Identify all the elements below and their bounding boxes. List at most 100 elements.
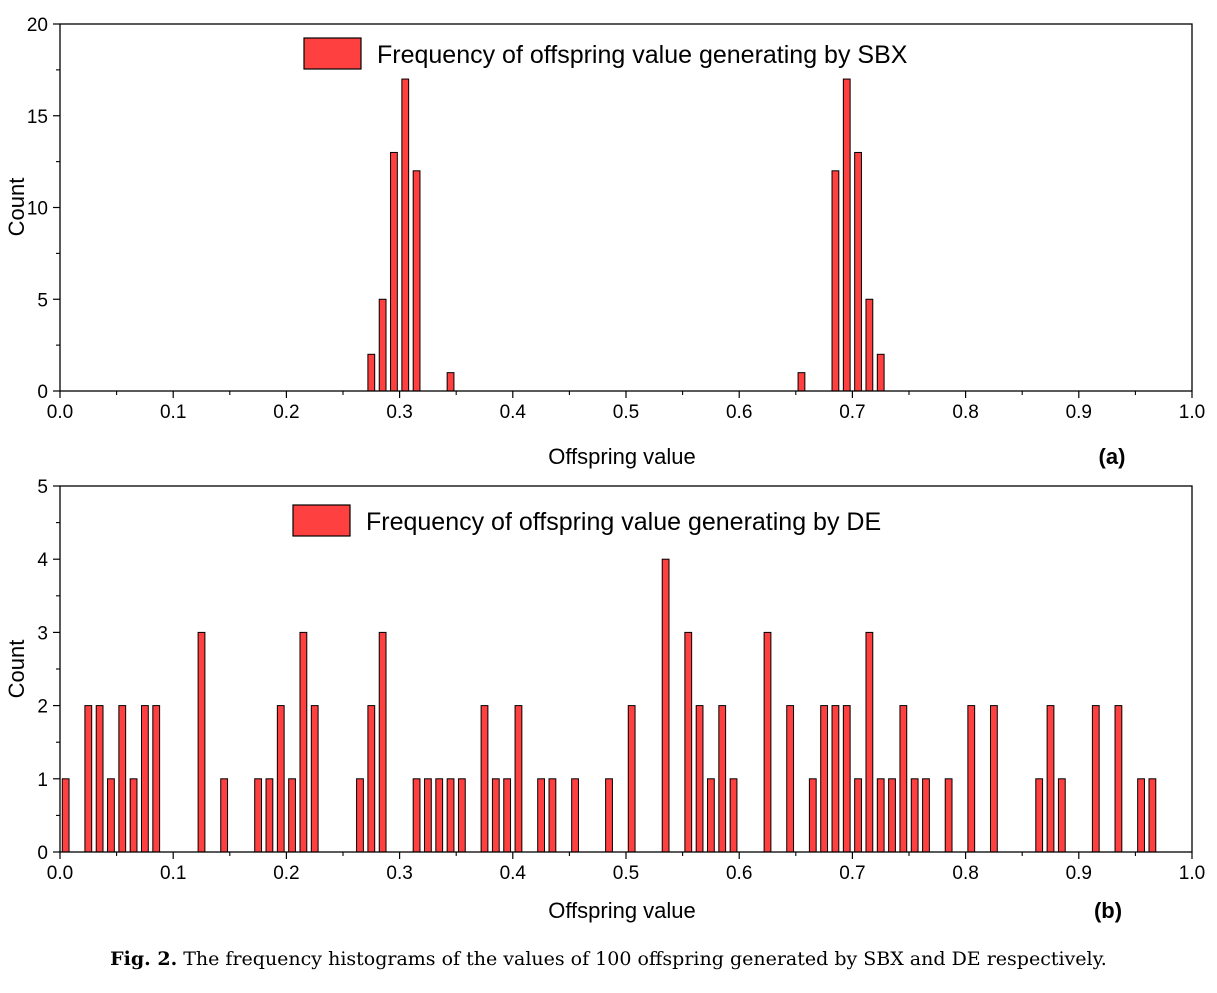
histogram-bar bbox=[842, 78, 851, 392]
y-tick-label: 0 bbox=[37, 382, 48, 403]
histogram-bar bbox=[412, 170, 421, 392]
x-tick-label: 0.6 bbox=[726, 863, 752, 884]
histogram-bar bbox=[729, 778, 738, 853]
y-tick-label: 2 bbox=[37, 697, 48, 718]
histogram-bar bbox=[842, 705, 851, 853]
panel-label: (a) bbox=[1099, 444, 1126, 469]
histogram-bar bbox=[786, 705, 795, 853]
histogram-bar bbox=[967, 705, 976, 853]
histogram-bar bbox=[605, 778, 613, 853]
figure-caption: Fig. 2. The frequency histograms of the … bbox=[0, 948, 1217, 970]
histogram-bar bbox=[265, 778, 274, 853]
histogram-bar bbox=[888, 778, 896, 853]
chart-panel-b: 0.0 0.1 0.2 0.3 0.4 0.5 0.6 0.7 0.8 0.9 1.0 0 1 2 3 4 5 O… bbox=[4, 477, 1205, 923]
y-axis-title: Count bbox=[4, 640, 29, 699]
histogram-bar bbox=[763, 631, 772, 853]
histogram-bar bbox=[922, 778, 930, 853]
x-tick-label: 0.4 bbox=[500, 402, 527, 423]
histogram-bar bbox=[854, 778, 862, 853]
legend-swatch bbox=[303, 37, 362, 70]
legend-swatch bbox=[292, 504, 351, 537]
x-tick-label: 0.3 bbox=[386, 863, 412, 884]
y-tick-label: 0 bbox=[37, 843, 48, 864]
x-tick-label: 1.0 bbox=[1179, 402, 1205, 423]
caption-text: The frequency histograms of the values o… bbox=[183, 948, 1107, 970]
histogram-bar bbox=[661, 558, 670, 853]
histogram-bar bbox=[310, 705, 319, 853]
histogram-bar bbox=[356, 778, 364, 853]
histogram-bar bbox=[378, 298, 387, 392]
histogram-bar bbox=[61, 778, 70, 853]
histogram-bar bbox=[684, 631, 693, 853]
x-tick-label: 0.6 bbox=[726, 402, 752, 423]
histogram-bar bbox=[367, 353, 376, 392]
histogram-bar bbox=[276, 705, 285, 853]
x-axis-title: Offspring value bbox=[548, 444, 696, 469]
histogram-bar bbox=[797, 372, 806, 392]
histogram-bar bbox=[910, 778, 919, 853]
y-tick-label: 5 bbox=[37, 477, 48, 498]
x-tick-label: 0.3 bbox=[386, 402, 412, 423]
histogram-bar bbox=[514, 705, 523, 853]
histogram-bar bbox=[390, 151, 398, 392]
histogram-bar bbox=[865, 631, 874, 853]
histogram-bar bbox=[412, 778, 421, 853]
x-tick-label: 0.9 bbox=[1066, 402, 1092, 423]
histogram-bar bbox=[118, 705, 127, 853]
y-tick-label: 10 bbox=[27, 199, 48, 220]
x-tick-label: 0.8 bbox=[952, 863, 978, 884]
histogram-bar bbox=[197, 631, 206, 853]
x-tick-label: 0.5 bbox=[613, 402, 639, 423]
histogram-bar bbox=[446, 778, 455, 853]
histogram-bar bbox=[220, 778, 229, 853]
plot-frame bbox=[59, 23, 1193, 392]
histogram-bar bbox=[1137, 778, 1145, 853]
histogram-bar bbox=[457, 778, 466, 853]
histogram-bar bbox=[95, 705, 104, 853]
x-tick-label: 0.2 bbox=[273, 402, 299, 423]
x-tick-label: 0.9 bbox=[1066, 863, 1092, 884]
histogram-bar bbox=[876, 353, 885, 392]
histogram-bar bbox=[401, 78, 410, 392]
y-axis-title: Count bbox=[4, 178, 29, 237]
histogram-bar bbox=[865, 298, 874, 392]
histogram-bar bbox=[446, 372, 455, 392]
histogram-bar bbox=[424, 778, 432, 853]
histogram-bar bbox=[84, 705, 93, 853]
histogram-bar bbox=[1046, 705, 1055, 853]
histogram-bar bbox=[1114, 705, 1123, 853]
x-tick-label: 0.1 bbox=[160, 863, 186, 884]
histogram-bar bbox=[990, 705, 998, 853]
x-tick-label: 0.0 bbox=[47, 863, 73, 884]
caption-label: Fig. 2. bbox=[110, 948, 178, 970]
histogram-bar bbox=[854, 151, 862, 392]
x-tick-label: 0.0 bbox=[47, 402, 73, 423]
x-tick-label: 0.1 bbox=[160, 402, 186, 423]
histogram-bar bbox=[367, 705, 376, 853]
histogram-bar bbox=[718, 705, 727, 853]
histogram-bar bbox=[435, 778, 444, 853]
histogram-bar bbox=[141, 705, 149, 853]
histogram-bar bbox=[152, 705, 161, 853]
legend-label: Frequency of offspring value generating … bbox=[366, 508, 881, 536]
y-tick-label: 20 bbox=[27, 15, 48, 36]
histogram-bar bbox=[107, 778, 115, 853]
histogram-bar bbox=[808, 778, 817, 853]
y-tick-label: 3 bbox=[37, 623, 48, 644]
histogram-bar bbox=[254, 778, 262, 853]
histogram-bar bbox=[876, 778, 885, 853]
histogram-bar bbox=[1091, 705, 1100, 853]
histogram-bar bbox=[1148, 778, 1157, 853]
x-axis-title: Offspring value bbox=[548, 898, 696, 923]
histogram-bar bbox=[378, 631, 387, 853]
x-tick-label: 0.5 bbox=[613, 863, 639, 884]
histogram-bar bbox=[129, 778, 138, 853]
histogram-bar bbox=[1057, 778, 1066, 853]
histogram-bar bbox=[480, 705, 489, 853]
x-tick-label: 0.8 bbox=[952, 402, 978, 423]
x-tick-label: 0.4 bbox=[500, 863, 527, 884]
histogram-bar bbox=[831, 170, 840, 392]
x-tick-label: 1.0 bbox=[1179, 863, 1205, 884]
plot-frame bbox=[59, 485, 1193, 853]
